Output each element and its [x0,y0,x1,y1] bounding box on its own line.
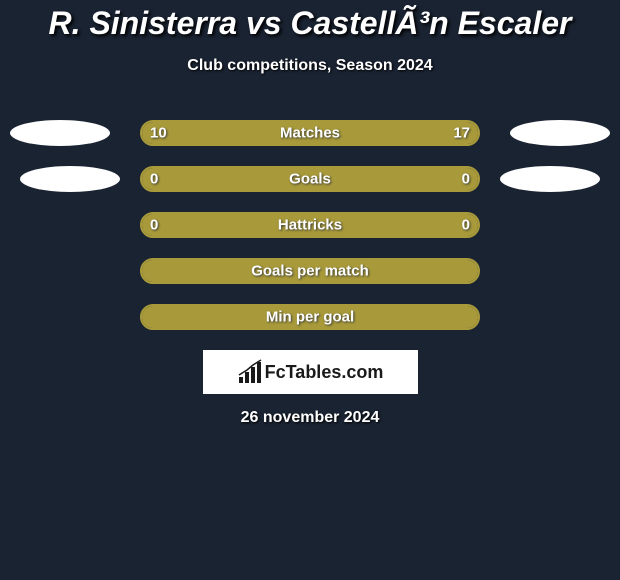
player-indicator-right [510,120,610,146]
subtitle: Club competitions, Season 2024 [0,57,620,75]
logo-content: FcTables.com [237,359,384,385]
date-text: 26 november 2024 [0,409,620,427]
stats-list: Matches 10 17 Goals 0 0 Hattricks 0 0 Goals per m… [0,120,620,330]
stat-label: Goals per match [251,263,369,280]
stat-label: Hattricks [278,217,342,234]
stat-row: Goals per match [0,258,620,284]
stat-value-right: 0 [462,171,470,188]
page-title: R. Sinisterra vs CastellÃ³n Escaler [0,5,620,42]
player-indicator-left [10,120,110,146]
stat-row: Hattricks 0 0 [0,212,620,238]
stat-label: Min per goal [266,309,354,326]
stat-value-right: 0 [462,217,470,234]
stat-row: Goals 0 0 [0,166,620,192]
logo-text: FcTables.com [265,362,384,383]
stat-row: Min per goal [0,304,620,330]
comparison-container: R. Sinisterra vs CastellÃ³n Escaler Club… [0,0,620,427]
stat-value-left: 0 [150,171,158,188]
chart-icon [237,359,263,385]
stat-row: Matches 10 17 [0,120,620,146]
logo-box: FcTables.com [203,350,418,394]
player-indicator-right [500,166,600,192]
stat-value-left: 0 [150,217,158,234]
stat-label: Goals [289,171,331,188]
stat-value-left: 10 [150,125,167,142]
stat-label: Matches [280,125,340,142]
stat-value-right: 17 [453,125,470,142]
player-indicator-left [20,166,120,192]
